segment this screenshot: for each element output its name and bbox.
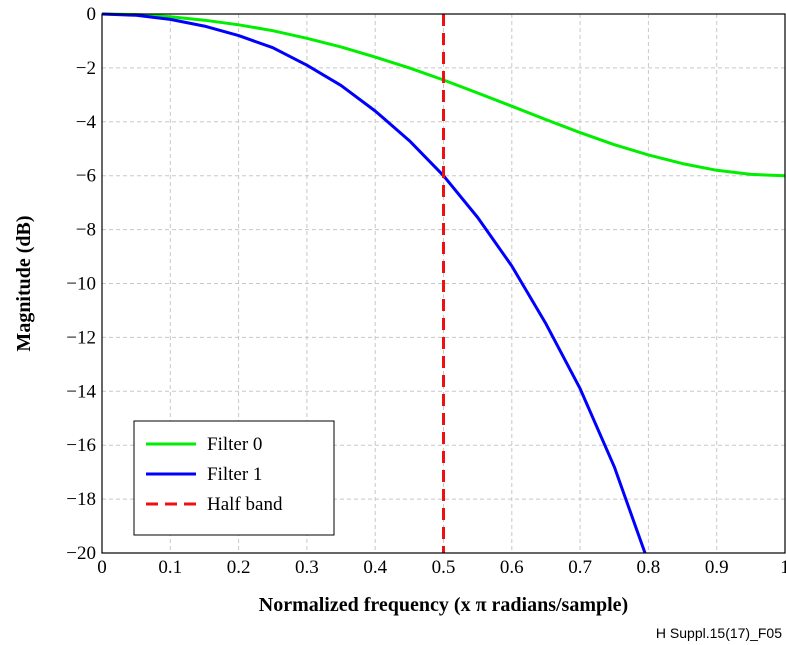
legend-label: Filter 0 xyxy=(207,434,262,455)
y-axis-label: Magnitude (dB) xyxy=(13,215,35,351)
legend-label: Half band xyxy=(207,494,283,515)
y-tick-label: −16 xyxy=(66,435,96,456)
legend: Filter 0 Filter 1 Half band xyxy=(133,420,335,536)
x-tick-label: 0.3 xyxy=(295,557,319,578)
x-tick-label: 0.2 xyxy=(227,557,251,578)
series-lines xyxy=(101,12,786,554)
x-tick-label: 0.1 xyxy=(158,557,182,578)
series-line-filter-1 xyxy=(101,12,647,554)
y-tick-label: −20 xyxy=(66,543,96,564)
y-tick-label: 0 xyxy=(87,4,97,25)
plot-frame xyxy=(101,13,786,554)
figure-reference: H Suppl.15(17)_F05 xyxy=(656,625,782,641)
x-axis-label: Normalized frequency (x π radians/sample… xyxy=(259,594,628,616)
y-tick-label: −2 xyxy=(76,58,96,79)
y-tick-label: −8 xyxy=(76,220,96,241)
x-tick-labels: 0 0.1 0.2 0.3 0.4 0.5 0.6 0.7 0.8 0.9 1 xyxy=(97,557,786,578)
x-tick-label: 1 xyxy=(780,557,786,578)
y-tick-label: −18 xyxy=(66,489,96,510)
x-tick-label: 0.4 xyxy=(363,557,387,578)
x-tick-label: 0 xyxy=(97,557,107,578)
legend-box xyxy=(133,420,335,536)
x-tick-label: 0.7 xyxy=(568,557,592,578)
grid xyxy=(102,14,785,553)
y-tick-label: −4 xyxy=(76,112,97,133)
y-tick-label: −6 xyxy=(76,166,96,187)
x-tick-label: 0.5 xyxy=(432,557,456,578)
x-tick-label: 0.6 xyxy=(500,557,524,578)
y-tick-labels: 0 −2 −4 −6 −8 −10 −12 −14 −16 −18 −20 xyxy=(66,4,96,564)
y-tick-label: −10 xyxy=(66,274,96,295)
x-tick-label: 0.8 xyxy=(637,557,661,578)
y-tick-label: −14 xyxy=(66,381,96,402)
x-tick-label: 0.9 xyxy=(705,557,729,578)
y-tick-label: −12 xyxy=(66,327,96,348)
legend-label: Filter 1 xyxy=(207,464,262,485)
